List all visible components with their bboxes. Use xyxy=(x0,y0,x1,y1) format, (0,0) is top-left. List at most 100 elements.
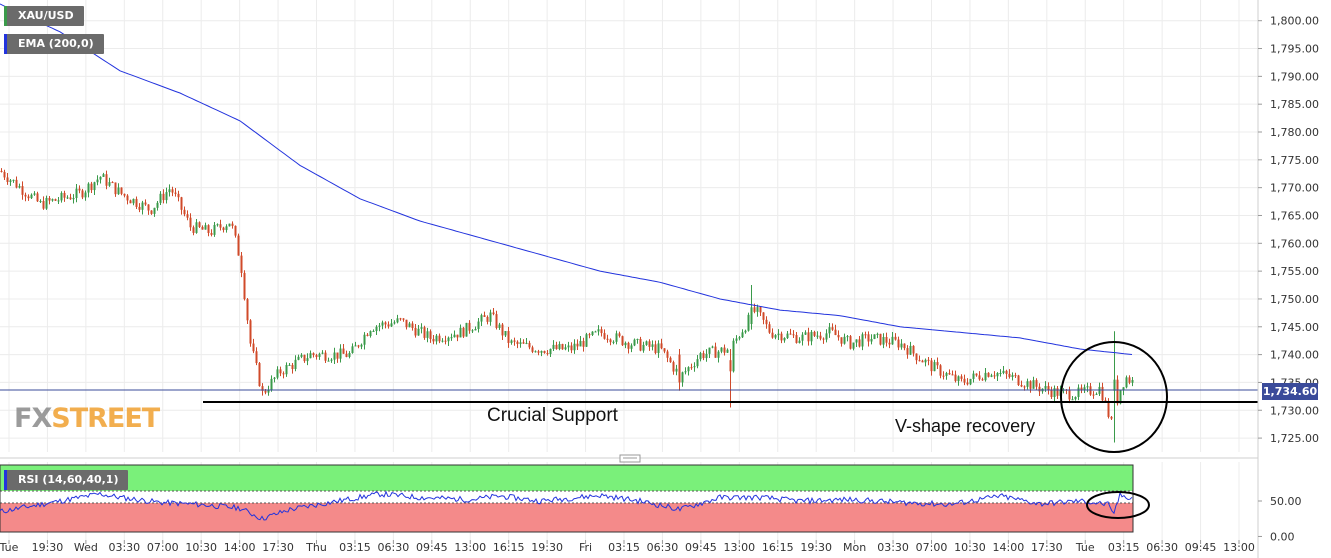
rsi-tag[interactable]: RSI (14,60,40,1) xyxy=(4,470,129,490)
candle-body xyxy=(1035,380,1038,387)
rsi-axis: 50.00 0.00 xyxy=(1258,495,1302,543)
candle-body xyxy=(375,326,378,331)
candle-body xyxy=(771,332,774,338)
candle-body xyxy=(513,340,516,342)
candle-body xyxy=(393,322,396,324)
candle-body xyxy=(663,348,666,352)
candle-body xyxy=(900,343,903,348)
x-tick-label: Fri xyxy=(579,541,592,554)
candle-body xyxy=(777,333,780,336)
candle-body xyxy=(78,188,81,191)
candle-body xyxy=(102,174,105,177)
candle-body xyxy=(984,372,987,381)
candle-body xyxy=(342,348,345,354)
x-tick-label: 17:30 xyxy=(1031,541,1063,554)
candle-body xyxy=(741,332,744,338)
candle-body xyxy=(114,182,117,195)
candle-body xyxy=(588,334,591,336)
candle-body xyxy=(141,202,144,210)
candle-body xyxy=(57,200,60,202)
candle-body xyxy=(843,336,846,344)
candle-body xyxy=(195,222,198,233)
candle-body xyxy=(519,342,522,345)
candle-body xyxy=(258,363,261,387)
candle-body xyxy=(1068,390,1071,400)
candle-body xyxy=(435,335,438,342)
candle-body xyxy=(441,340,444,342)
candle-body xyxy=(609,339,612,343)
candle-body xyxy=(522,342,525,344)
candle-body xyxy=(924,359,927,363)
candle-body xyxy=(855,339,858,343)
candle-body xyxy=(135,198,138,207)
candle-body xyxy=(165,192,168,201)
candle-body xyxy=(396,318,399,323)
candle-body xyxy=(279,369,282,374)
candle-body xyxy=(528,342,531,348)
candle-body xyxy=(171,189,174,193)
candle-body xyxy=(117,187,120,195)
candle-body xyxy=(813,331,816,336)
x-tick-label: 06:30 xyxy=(647,541,679,554)
x-tick-label: 16:15 xyxy=(493,541,525,554)
candle-body xyxy=(921,360,924,363)
candle-body xyxy=(840,337,843,344)
candle-body xyxy=(636,338,639,340)
candle-body xyxy=(60,192,63,201)
y-tick-label: 1,750.00 xyxy=(1270,293,1319,306)
candle-body xyxy=(234,225,237,236)
candle-body xyxy=(129,200,132,204)
y-tick-label: 1,775.00 xyxy=(1270,154,1319,167)
candle-body xyxy=(885,337,888,343)
candle-body xyxy=(174,192,177,194)
x-tick-label: 07:00 xyxy=(916,541,948,554)
y-tick-label: 1,730.00 xyxy=(1270,404,1319,417)
candle-body xyxy=(246,299,249,321)
candle-body xyxy=(201,226,204,230)
candle-body xyxy=(69,197,72,200)
candle-body xyxy=(675,368,678,372)
ema-tag[interactable]: EMA (200,0) xyxy=(4,34,104,54)
x-tick-label: 03:15 xyxy=(608,541,640,554)
rsi-mid-zone xyxy=(0,491,1133,503)
x-tick-label: 10:30 xyxy=(954,541,986,554)
candle-body xyxy=(168,189,171,193)
candle-body xyxy=(948,373,951,375)
y-tick-label: 1,755.00 xyxy=(1270,265,1319,278)
candle-body xyxy=(798,340,801,343)
candle-body xyxy=(735,338,738,341)
y-tick-label: 1,790.00 xyxy=(1270,70,1319,83)
candle-body xyxy=(720,347,723,352)
instrument-tag[interactable]: XAU/USD xyxy=(4,6,84,26)
candle-body xyxy=(687,367,690,372)
candle-body xyxy=(408,323,411,328)
candle-body xyxy=(462,327,465,337)
candle-body xyxy=(525,342,528,344)
candle-body xyxy=(615,333,618,342)
candle-body xyxy=(30,194,33,199)
candle-body xyxy=(1047,386,1050,391)
candle-body xyxy=(237,235,240,256)
x-tick-label: Thu xyxy=(305,541,327,554)
candle-body xyxy=(96,179,99,183)
time-axis: Tue 19:30 Wed 03:30 07:00 10:30 14:00 17:30 Thu 0… xyxy=(0,540,1255,554)
candle-body xyxy=(579,340,582,347)
candle-body xyxy=(111,182,114,184)
ema-200-line xyxy=(0,3,1133,355)
candle-body xyxy=(1107,400,1110,417)
candle-body xyxy=(870,338,873,342)
candle-body xyxy=(360,344,363,347)
candle-body xyxy=(780,333,783,341)
candle-body xyxy=(213,224,216,235)
x-tick-label: 13:00 xyxy=(454,541,486,554)
y-tick-label: 1,780.00 xyxy=(1270,126,1319,139)
candle-body xyxy=(54,199,57,201)
candle-body xyxy=(132,198,135,204)
x-tick-label: Tue xyxy=(1075,541,1095,554)
candle-body xyxy=(792,334,795,336)
candle-body xyxy=(939,365,942,376)
candle-body xyxy=(507,331,510,343)
candle-body xyxy=(810,331,813,342)
candle-body xyxy=(282,373,285,375)
candle-body xyxy=(255,351,258,364)
